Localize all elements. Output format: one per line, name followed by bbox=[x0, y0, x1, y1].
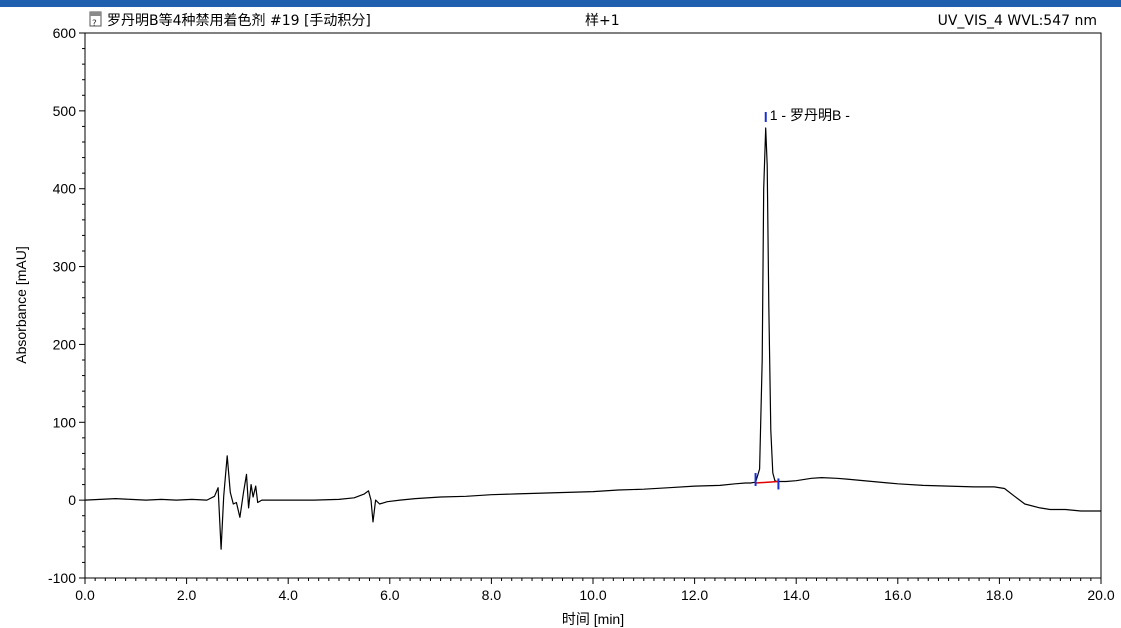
chromatogram-trace bbox=[84, 127, 1101, 550]
y-tick-label: 300 bbox=[53, 259, 77, 275]
plot-area: 1 - 罗丹明B - bbox=[84, 107, 1101, 550]
channel-label: UV_VIS_4 WVL:547 nm bbox=[938, 13, 1097, 29]
y-tick-label: 400 bbox=[53, 181, 77, 197]
x-tick-label: 4.0 bbox=[278, 587, 298, 603]
x-tick-label: 12.0 bbox=[681, 587, 708, 603]
top-accent-bar bbox=[0, 0, 1121, 7]
x-tick-label: 6.0 bbox=[380, 587, 400, 603]
y-tick-label: 100 bbox=[53, 414, 77, 430]
x-tick-label: 8.0 bbox=[482, 587, 502, 603]
x-tick-label: 14.0 bbox=[783, 587, 810, 603]
x-tick-label: 0.0 bbox=[75, 587, 95, 603]
sample-label: 样+1 bbox=[585, 13, 620, 29]
y-tick-label: 200 bbox=[53, 336, 77, 352]
peak-label: 1 - 罗丹明B - bbox=[770, 107, 850, 123]
x-axis: 0.0 2.0 4.0 6.0 8.0 10.0 12.0 14.0 16.0 18.0 20.0 bbox=[75, 578, 1115, 603]
y-tick-label: 0 bbox=[68, 492, 76, 508]
chart-title: 罗丹明B等4种禁用着色剂 #19 [手动积分] bbox=[107, 12, 371, 29]
y-tick-label: -100 bbox=[48, 570, 76, 586]
y-tick-label: 600 bbox=[53, 25, 77, 41]
document-icon: ? bbox=[89, 11, 102, 29]
x-tick-label: 10.0 bbox=[579, 587, 606, 603]
y-tick-label: 500 bbox=[53, 103, 77, 119]
y-axis: -100 0 100 200 300 400 500 600 bbox=[48, 25, 85, 586]
x-tick-label: 2.0 bbox=[177, 587, 197, 603]
x-tick-label: 16.0 bbox=[884, 587, 911, 603]
svg-text:?: ? bbox=[92, 19, 97, 29]
plot-frame bbox=[84, 32, 1102, 579]
x-axis-label: 时间 [min] bbox=[562, 611, 624, 627]
chart-header: ? 罗丹明B等4种禁用着色剂 #19 [手动积分] 样+1 UV_VIS_4 W… bbox=[89, 11, 1097, 29]
y-axis-label: Absorbance [mAU] bbox=[13, 246, 29, 364]
x-tick-label: 20.0 bbox=[1087, 587, 1114, 603]
peak-baseline bbox=[755, 480, 779, 484]
x-tick-label: 18.0 bbox=[986, 587, 1013, 603]
